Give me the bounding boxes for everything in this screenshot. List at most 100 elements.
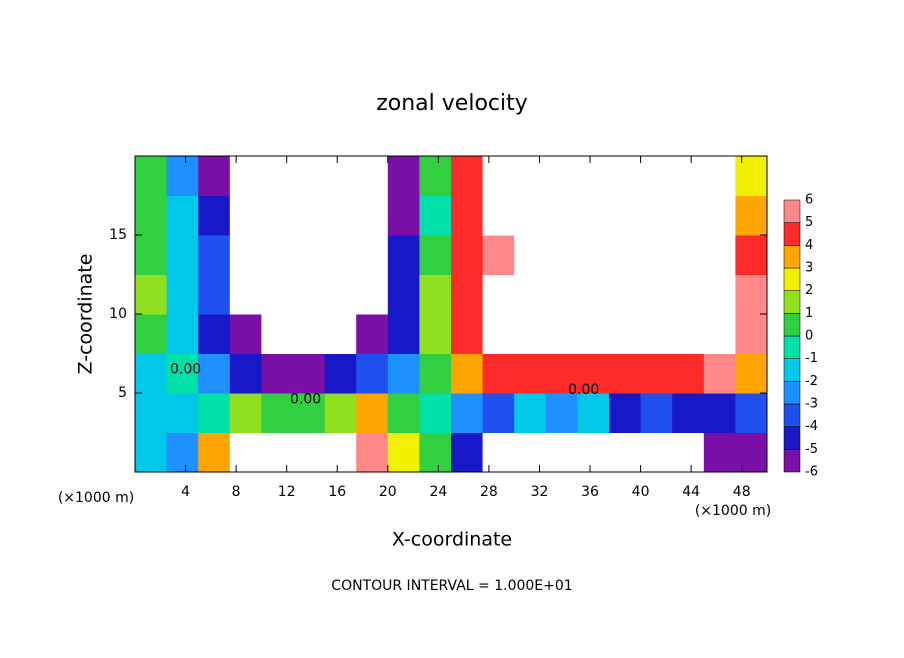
- unit-label: (×1000 m): [695, 503, 771, 519]
- x-tick-label: 36: [581, 484, 599, 500]
- heat-cell: [640, 314, 673, 354]
- heat-cell: [387, 156, 420, 196]
- x-tick-label: 12: [278, 484, 296, 500]
- heat-cell: [672, 393, 705, 433]
- heat-cell: [545, 274, 578, 315]
- heat-cell: [229, 314, 262, 354]
- heat-cell: [387, 235, 420, 275]
- heat-cell: [703, 274, 736, 315]
- heat-cell: [514, 393, 547, 433]
- heat-cell: [609, 353, 642, 394]
- heat-cell: [324, 156, 357, 196]
- x-tick-label: 48: [733, 484, 751, 500]
- colorbar-bin: [783, 313, 801, 337]
- heat-cell: [545, 314, 578, 354]
- heat-cell: [703, 314, 736, 354]
- heat-cell: [166, 156, 199, 196]
- heat-cell: [514, 314, 547, 354]
- colorbar-label: -4: [805, 419, 818, 434]
- y-axis-label: Z-coordinate: [75, 254, 97, 375]
- heat-cell: [198, 156, 231, 196]
- heat-cell: [324, 274, 357, 315]
- x-tick-label: 40: [632, 484, 650, 500]
- heat-cell: [229, 432, 262, 473]
- heat-cell: [356, 432, 389, 473]
- heat-cell: [229, 235, 262, 275]
- x-tick-label: 28: [480, 484, 498, 500]
- heat-cell: [735, 235, 768, 275]
- heat-cell: [482, 314, 515, 354]
- colorbar-bin: [783, 222, 801, 246]
- heat-cell: [356, 393, 389, 433]
- heat-cell: [135, 353, 168, 394]
- heat-cell: [703, 393, 736, 433]
- footer: CONTOUR INTERVAL = 1.000E+01: [331, 578, 572, 594]
- colorbar-label: 4: [805, 238, 813, 253]
- heat-cell: [166, 393, 199, 433]
- heat-cell: [640, 274, 673, 315]
- heat-cell: [577, 156, 610, 196]
- heat-cell: [451, 156, 484, 196]
- heat-cell: [703, 432, 736, 473]
- heat-cell: [387, 432, 420, 473]
- heat-cell: [482, 274, 515, 315]
- heat-cell: [514, 235, 547, 275]
- heat-cell: [451, 235, 484, 275]
- heat-cell: [577, 432, 610, 473]
- heat-cell: [293, 393, 326, 433]
- colorbar-bin: [783, 335, 801, 359]
- heat-cell: [135, 274, 168, 315]
- heat-cell: [609, 235, 642, 275]
- heat-cell: [198, 195, 231, 236]
- colorbar-label: 0: [805, 329, 813, 344]
- heat-cell: [356, 195, 389, 236]
- heat-cell: [293, 432, 326, 473]
- colorbar-bin: [783, 381, 801, 405]
- x-tick-label: 20: [379, 484, 397, 500]
- heat-cell: [609, 393, 642, 433]
- heat-cell: [703, 235, 736, 275]
- heat-cell: [482, 156, 515, 196]
- colorbar-bin: [783, 426, 801, 450]
- heat-cell: [514, 432, 547, 473]
- heat-cell: [609, 156, 642, 196]
- heat-cell: [356, 353, 389, 394]
- heat-cell: [577, 235, 610, 275]
- heat-cell: [261, 314, 294, 354]
- heat-cell: [324, 353, 357, 394]
- heat-cell: [609, 195, 642, 236]
- heat-cell: [261, 353, 294, 394]
- heat-cell: [166, 235, 199, 275]
- heat-cell: [609, 274, 642, 315]
- heat-cell: [451, 274, 484, 315]
- heat-cell: [135, 156, 168, 196]
- heat-cell: [672, 314, 705, 354]
- heat-cell: [135, 432, 168, 473]
- heat-cell: [387, 314, 420, 354]
- heat-cell: [419, 353, 452, 394]
- heat-cell: [577, 353, 610, 394]
- heat-cell: [387, 195, 420, 236]
- heat-cell: [735, 274, 768, 315]
- heat-cell: [545, 393, 578, 433]
- heat-cell: [672, 195, 705, 236]
- heat-cell: [640, 235, 673, 275]
- heat-cell: [735, 353, 768, 394]
- heat-cell: [577, 195, 610, 236]
- heat-cell: [324, 195, 357, 236]
- heat-cell: [293, 274, 326, 315]
- heat-cell: [166, 274, 199, 315]
- heat-cell: [419, 314, 452, 354]
- heat-cell: [545, 156, 578, 196]
- colorbar-bin: [783, 267, 801, 291]
- heat-cell: [293, 156, 326, 196]
- heat-cell: [198, 314, 231, 354]
- x-axis-label: X-coordinate: [392, 529, 512, 551]
- y-tick-label: 15: [109, 227, 127, 243]
- heat-cell: [229, 393, 262, 433]
- heat-cell: [703, 195, 736, 236]
- x-tick-label: 24: [429, 484, 447, 500]
- heat-cell: [166, 353, 199, 394]
- heat-cell: [419, 235, 452, 275]
- heat-cell: [577, 393, 610, 433]
